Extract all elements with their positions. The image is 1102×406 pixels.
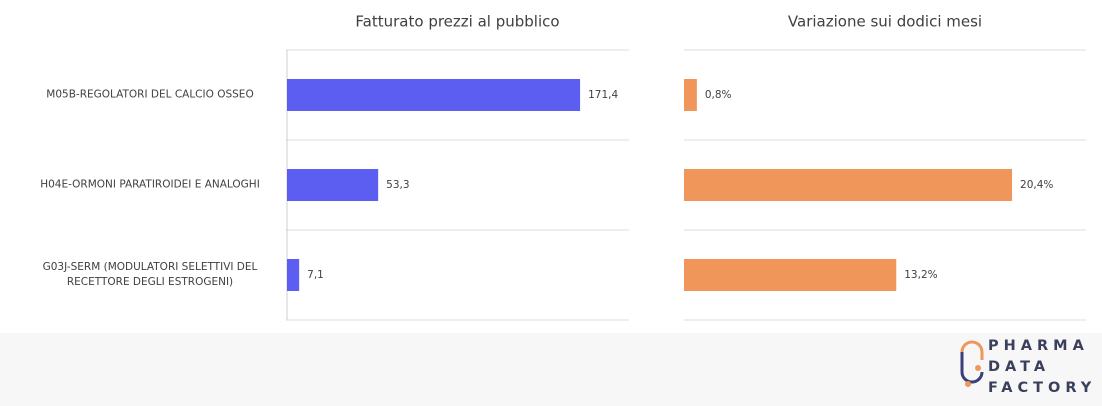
footer-band	[0, 333, 1102, 406]
bar	[287, 79, 581, 111]
bar	[684, 79, 697, 111]
chart-title: Fatturato prezzi al pubblico	[355, 13, 559, 31]
category-label: H04E-ORMONI PARATIROIDEI E ANALOGHI	[40, 178, 260, 191]
bar	[287, 169, 379, 201]
value-label: 13,2%	[904, 269, 937, 281]
category-label: M05B-REGOLATORI DEL CALCIO OSSEO	[46, 88, 254, 101]
logo-line: PHARMA	[988, 338, 1089, 354]
bar	[684, 169, 1013, 201]
category-label: G03J-SERM (MODULATORI SELETTIVI DEL RECE…	[42, 261, 258, 288]
chart-title: Variazione sui dodici mesi	[788, 13, 982, 31]
bar	[287, 259, 300, 291]
logo-line: FACTORY	[988, 380, 1097, 396]
value-label: 171,4	[588, 89, 618, 101]
value-label: 7,1	[307, 269, 324, 281]
logo-line: DATA	[988, 359, 1051, 375]
value-label: 20,4%	[1020, 179, 1053, 191]
logo-text: PHARMA DATA FACTORY	[988, 336, 1096, 399]
logo-icon	[960, 340, 984, 387]
value-label: 53,3	[386, 179, 409, 191]
value-label: 0,8%	[705, 89, 732, 101]
bar	[684, 259, 897, 291]
